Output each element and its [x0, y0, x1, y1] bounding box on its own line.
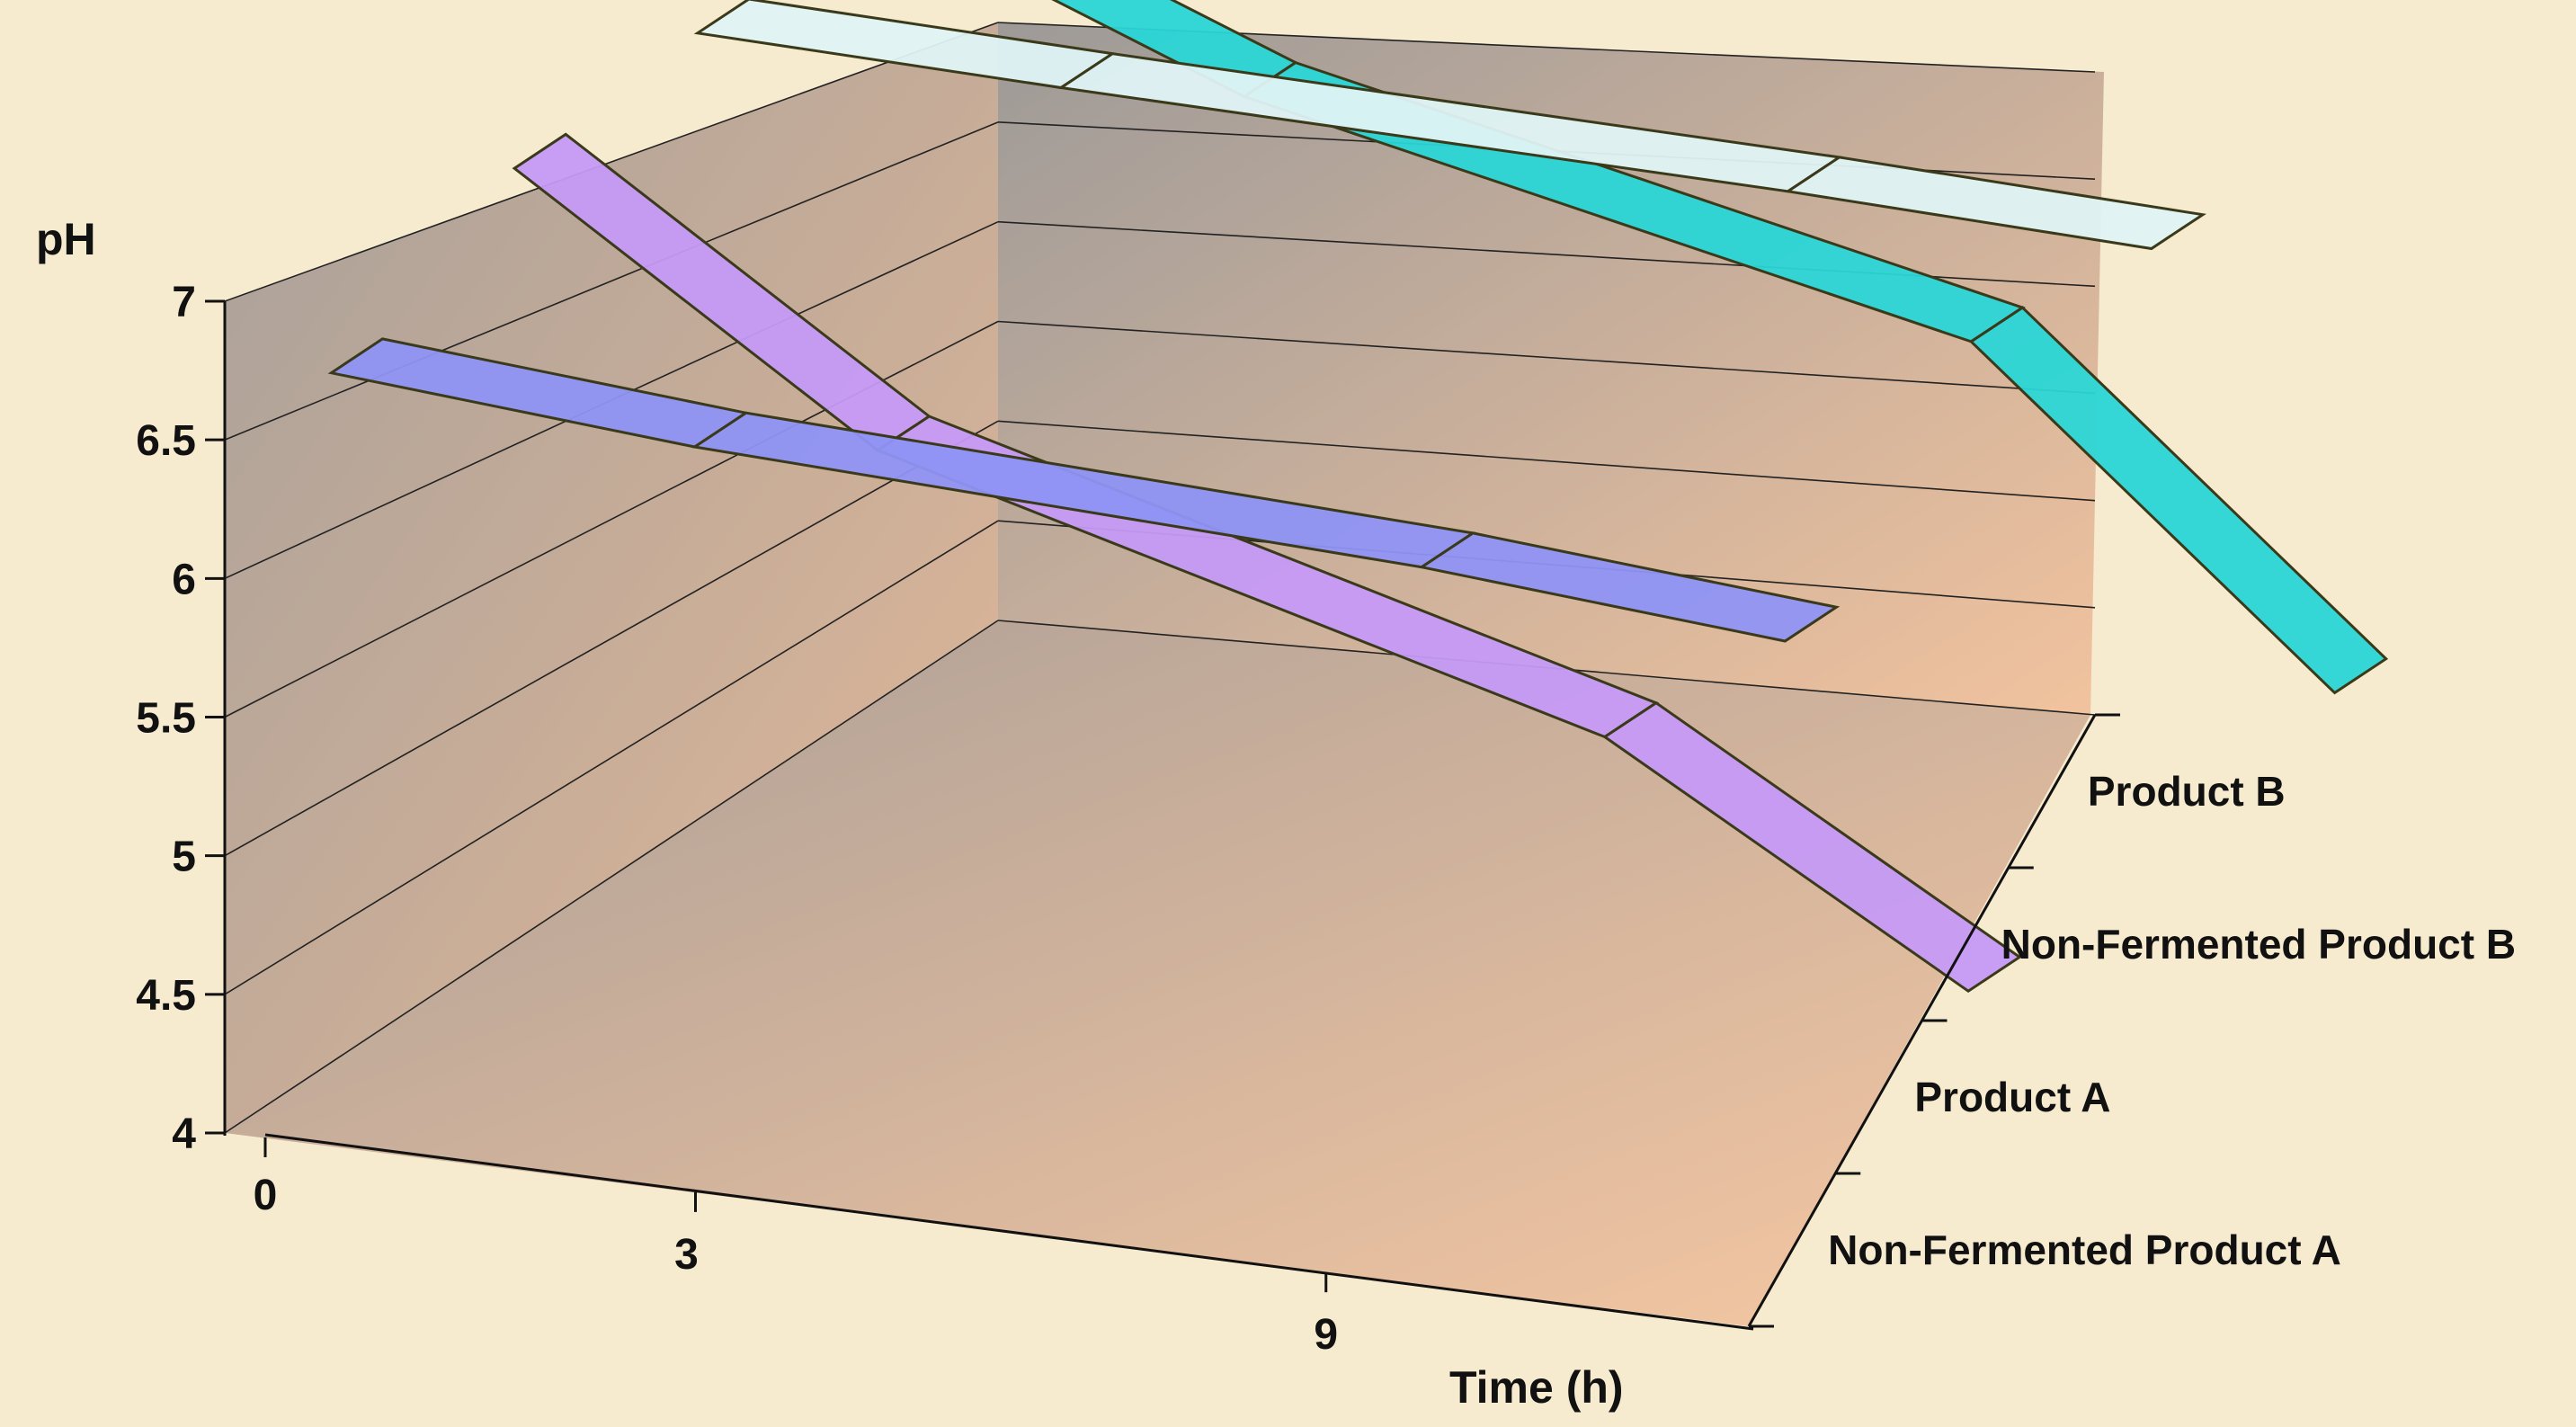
- y-tick-label: 4.5: [136, 972, 196, 1020]
- x-axis-title: Time (h): [1449, 1362, 1624, 1413]
- y-tick-label: 6: [172, 556, 196, 603]
- series-ribbon: [327, 337, 1841, 643]
- x-tick-label: 9: [1314, 1311, 1338, 1359]
- x-tick-label: 3: [674, 1231, 699, 1279]
- y-tick-label: 5.5: [136, 695, 196, 743]
- axes: 4 4.5 5 5.5 6 6.5 7 0 3 9 Product B Non-Fermented P…: [136, 279, 2516, 1359]
- series-label: Product A: [1914, 1074, 2110, 1120]
- x-tick-label: 0: [254, 1172, 278, 1219]
- series-label: Non-Fermented Product B: [2001, 921, 2516, 968]
- y-axis-title: pH: [36, 214, 96, 264]
- side-wall: [225, 22, 998, 1133]
- series-label: Non-Fermented Product A: [1828, 1226, 2341, 1273]
- y-tick-label: 6.5: [136, 417, 196, 465]
- ribbon-segment: [1418, 531, 1841, 643]
- gridline: [224, 620, 999, 1134]
- ribbon-segment: [1968, 306, 2389, 695]
- ribbon-segment: [1784, 156, 2206, 251]
- y-tick-label: 5: [172, 834, 196, 881]
- gridline: [224, 520, 999, 995]
- gridline: [997, 420, 2096, 502]
- y-tick-label: 7: [172, 279, 196, 326]
- gridline: [224, 121, 999, 441]
- y-tick-label: 4: [172, 1110, 196, 1158]
- gridline: [224, 22, 999, 302]
- series-ribbons: [327, 0, 2389, 994]
- series-ribbon: [693, 0, 2206, 251]
- floor: [225, 620, 2090, 1326]
- series-label: Product B: [2088, 768, 2286, 815]
- ribbon-segment: [1602, 700, 2022, 994]
- gridline: [224, 420, 999, 857]
- gridline: [997, 320, 2096, 395]
- x-axis-line: [264, 1133, 1754, 1331]
